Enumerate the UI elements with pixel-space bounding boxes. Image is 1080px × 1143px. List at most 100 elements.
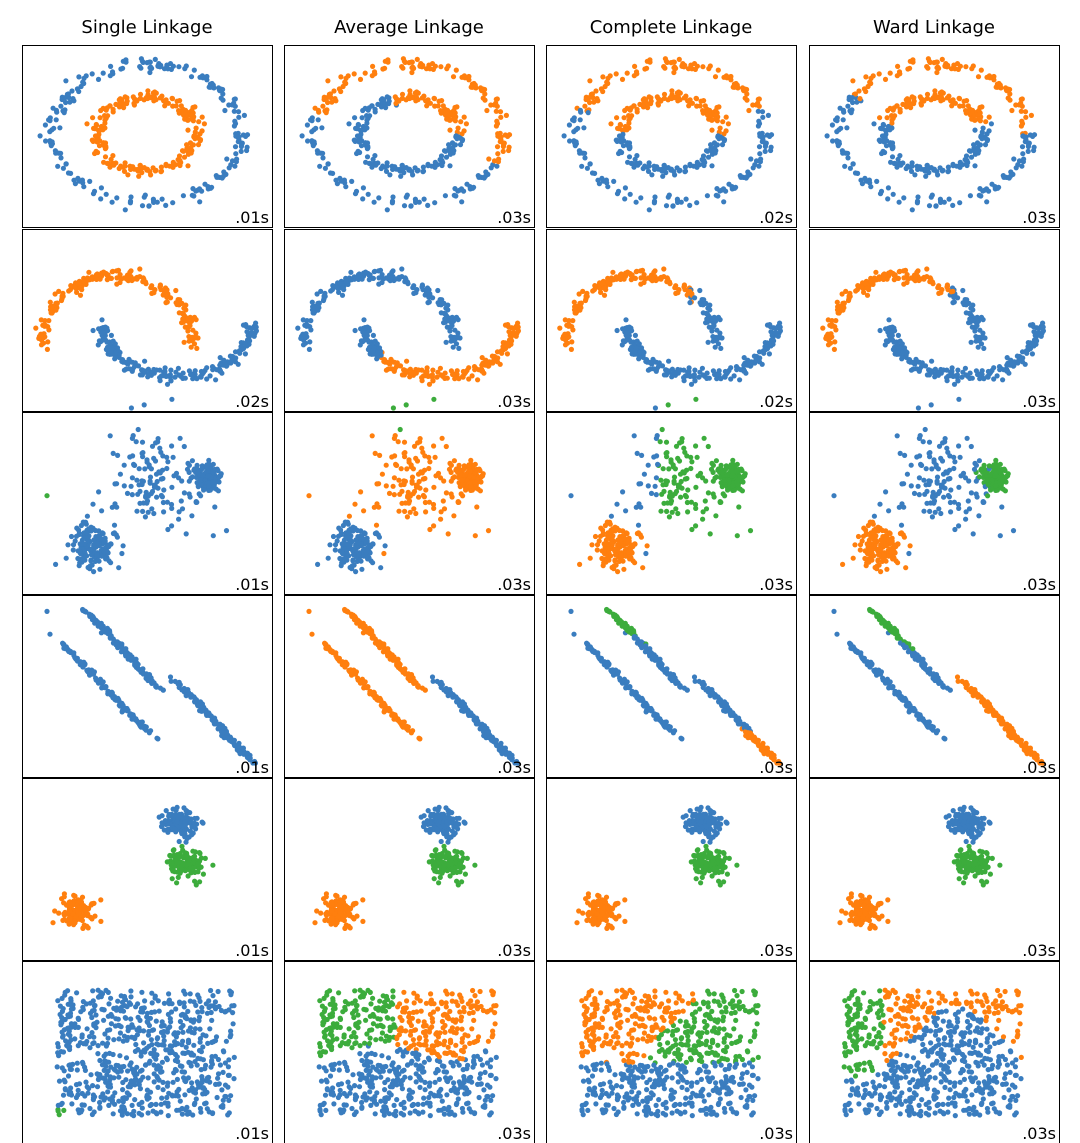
point	[40, 340, 47, 346]
point	[622, 107, 628, 114]
point	[981, 499, 987, 505]
point	[362, 70, 368, 76]
point	[367, 348, 374, 354]
point	[855, 533, 862, 540]
point	[439, 435, 445, 441]
point	[118, 276, 124, 282]
point	[438, 153, 445, 159]
point	[891, 542, 898, 548]
point	[96, 543, 102, 549]
point	[710, 478, 716, 484]
point	[138, 65, 144, 71]
point	[899, 501, 905, 507]
point	[965, 103, 971, 109]
point	[963, 108, 969, 114]
point	[72, 181, 78, 187]
point	[958, 473, 964, 479]
point	[713, 458, 719, 464]
point	[716, 104, 722, 110]
point	[828, 322, 834, 328]
point	[242, 341, 248, 347]
point	[939, 458, 946, 464]
point	[600, 178, 606, 184]
point	[850, 555, 856, 561]
point	[357, 149, 363, 156]
point	[338, 74, 344, 80]
point	[711, 494, 717, 500]
point	[163, 161, 169, 167]
point	[973, 334, 979, 340]
point	[104, 160, 110, 166]
point	[139, 450, 145, 456]
point	[969, 66, 975, 72]
point	[700, 516, 706, 522]
point	[46, 327, 52, 333]
point	[122, 160, 128, 166]
point	[184, 142, 190, 148]
point	[325, 161, 331, 167]
point	[1019, 103, 1025, 109]
point	[643, 550, 649, 557]
point	[163, 300, 169, 306]
point	[506, 144, 512, 150]
point	[116, 565, 122, 571]
point	[185, 127, 191, 133]
point	[717, 333, 723, 340]
point	[449, 140, 456, 146]
point	[495, 133, 501, 139]
point	[747, 528, 754, 534]
point	[101, 538, 107, 544]
point	[1007, 91, 1013, 97]
point	[497, 109, 504, 115]
point	[435, 287, 441, 294]
point	[477, 468, 483, 474]
point	[652, 405, 658, 411]
point	[1009, 107, 1015, 114]
point	[573, 310, 579, 316]
point	[232, 144, 239, 150]
point	[663, 170, 669, 176]
point	[76, 74, 82, 80]
point	[963, 153, 970, 159]
point	[119, 550, 125, 557]
point	[468, 84, 474, 90]
panel: .03s	[809, 396, 1060, 595]
point	[399, 372, 405, 378]
point	[165, 459, 171, 465]
point	[993, 482, 999, 489]
point	[657, 439, 663, 445]
point	[974, 140, 981, 146]
point	[885, 196, 891, 202]
point	[383, 483, 389, 489]
point	[728, 365, 734, 371]
point	[199, 463, 205, 469]
point	[760, 114, 766, 120]
point	[170, 454, 176, 460]
point	[629, 328, 635, 334]
point	[295, 325, 301, 331]
point	[451, 474, 458, 480]
time-label: .02s	[235, 392, 269, 411]
point	[674, 165, 680, 171]
point	[299, 133, 305, 139]
time-label: .03s	[1022, 208, 1056, 227]
point	[1011, 156, 1017, 162]
point	[236, 114, 242, 120]
point	[915, 194, 921, 200]
point	[374, 341, 380, 347]
point	[942, 63, 948, 69]
point	[664, 59, 670, 65]
point	[695, 473, 701, 479]
point	[95, 149, 101, 156]
point	[885, 107, 891, 114]
point	[39, 331, 45, 337]
point	[431, 523, 437, 529]
point	[719, 142, 726, 148]
point	[70, 547, 76, 553]
point	[214, 367, 220, 373]
point	[180, 193, 186, 199]
point	[189, 192, 195, 198]
point	[1002, 468, 1008, 474]
point	[308, 327, 314, 333]
point	[87, 178, 93, 184]
